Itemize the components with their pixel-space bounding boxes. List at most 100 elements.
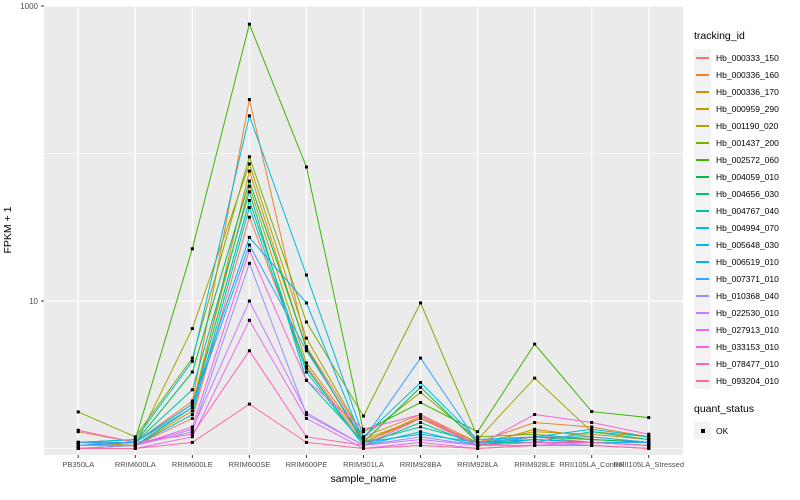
data-point [533, 435, 537, 439]
legend-item: Hb_007371_010 [694, 270, 800, 287]
legend-item: Hb_027913_010 [694, 321, 800, 338]
data-point [304, 366, 308, 370]
legend-item-label: Hb_001437_200 [716, 137, 779, 148]
legend-item: Hb_001437_200 [694, 134, 800, 151]
series-color-line [696, 193, 709, 195]
legend-line-swatch [694, 304, 711, 321]
series-color-line [696, 329, 709, 331]
data-point [419, 356, 423, 360]
legend-line-swatch [694, 49, 711, 66]
legend-line-swatch [694, 355, 711, 372]
data-point [647, 443, 651, 447]
point-square-icon [700, 428, 705, 433]
data-point [419, 301, 423, 305]
data-point [304, 320, 308, 324]
data-point [419, 414, 423, 418]
data-point [190, 440, 194, 444]
data-point [190, 402, 194, 406]
data-point [590, 421, 594, 425]
data-point [247, 248, 251, 252]
series-color-line [696, 210, 709, 212]
data-point [362, 414, 365, 418]
legend-item: Hb_002572_060 [694, 151, 800, 168]
legend-item-label: Hb_007371_010 [716, 273, 779, 284]
x-tick-label: PB350LA [62, 460, 94, 469]
data-point [533, 432, 537, 436]
legend-item-label: Hb_000336_160 [716, 69, 779, 80]
data-point [133, 440, 137, 444]
data-point [247, 261, 251, 265]
data-point [476, 438, 480, 442]
legend-line-swatch [694, 321, 711, 338]
data-point [590, 443, 594, 447]
data-point [304, 413, 308, 417]
y-tick-label: 1000 [20, 2, 38, 11]
legend-line-swatch [694, 66, 711, 83]
data-point [647, 432, 651, 436]
y-tick-label: 10 [29, 297, 38, 306]
legend-item: Hb_022530_010 [694, 304, 800, 321]
data-point [533, 376, 537, 380]
data-point [190, 416, 194, 420]
series-color-line [696, 125, 709, 127]
data-point [304, 336, 308, 340]
x-tick-label: RRIM928BA [400, 460, 442, 469]
legend-line-swatch [694, 83, 711, 100]
series-color-line [696, 261, 709, 263]
data-point [247, 190, 251, 194]
data-point [533, 438, 537, 442]
data-point [419, 438, 423, 442]
data-point [476, 430, 480, 434]
series-color-line [696, 108, 709, 110]
legend-item: Hb_006519_010 [694, 253, 800, 270]
data-point [247, 162, 251, 166]
data-point [590, 427, 594, 431]
x-tick-label: RRII105LA_Stressed [614, 460, 684, 469]
series-color-line [696, 278, 709, 280]
data-point [76, 428, 80, 432]
data-point [419, 432, 423, 436]
data-point [304, 349, 308, 353]
data-point [247, 299, 251, 303]
legend-item: Hb_078477_010 [694, 355, 800, 372]
data-point [362, 430, 365, 434]
data-point [533, 421, 537, 425]
data-point [190, 413, 194, 417]
series-color-line [696, 227, 709, 229]
data-point [247, 243, 251, 247]
series-color-line [696, 312, 709, 314]
data-point [304, 361, 308, 365]
legend-item-label: Hb_093204_010 [716, 375, 779, 386]
series-color-line [696, 57, 709, 59]
data-point [476, 443, 480, 447]
data-point [647, 440, 651, 444]
data-point [76, 443, 80, 447]
data-point [76, 440, 80, 444]
legend-item: Hb_000336_170 [694, 83, 800, 100]
data-point [247, 199, 251, 203]
data-point [419, 413, 423, 417]
data-point [247, 114, 251, 118]
data-point [304, 435, 308, 439]
data-point [304, 378, 308, 382]
legend-item-label: Hb_004994_070 [716, 222, 779, 233]
legend-panel: tracking_id Hb_000333_150 Hb_000336_160 Hb… [694, 30, 800, 439]
legend-item-quant-status: OK [694, 422, 800, 439]
series-color-line [696, 74, 709, 76]
data-point [533, 443, 537, 447]
legend-line-swatch [694, 117, 711, 134]
legend-item-label: OK [716, 425, 729, 436]
data-point [247, 318, 251, 322]
series-color-line [696, 159, 709, 161]
data-point [533, 427, 537, 431]
legend-line-swatch [694, 270, 711, 287]
legend-item-label: Hb_000959_290 [716, 103, 779, 114]
data-point [247, 179, 251, 183]
series-color-line [696, 91, 709, 93]
data-point [190, 432, 194, 436]
x-axis-title: sample_name [330, 473, 397, 485]
legend-item: Hb_000959_290 [694, 100, 800, 117]
data-point [419, 421, 423, 425]
data-point [590, 432, 594, 436]
